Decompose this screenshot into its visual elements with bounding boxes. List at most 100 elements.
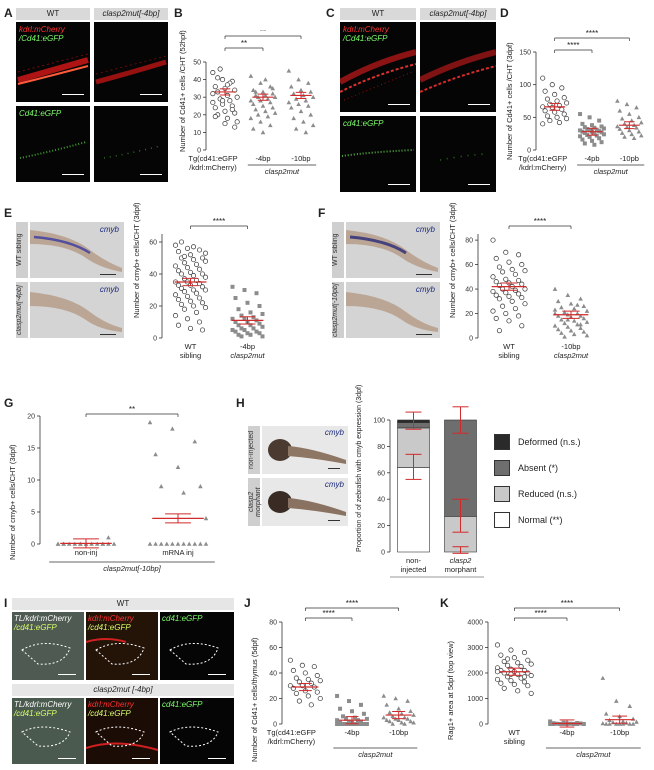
panel-h-tag-bot: cmyb (324, 480, 344, 489)
data-point (153, 452, 158, 457)
legend-label: Normal (**) (518, 515, 563, 525)
data-point (305, 693, 311, 699)
data-point (253, 89, 259, 94)
data-point (190, 287, 197, 293)
data-point (181, 306, 188, 312)
y-tick-label: 50 (193, 60, 201, 67)
data-point (587, 128, 592, 133)
sig-label: **** (561, 600, 573, 608)
y-tick-label: 80 (465, 238, 473, 245)
data-point (317, 678, 323, 684)
data-point (255, 112, 261, 117)
data-point (239, 313, 244, 318)
data-point (493, 279, 499, 285)
data-point (199, 255, 206, 261)
panel-f-ish-wt: cmyb (346, 222, 440, 278)
data-point (258, 80, 263, 85)
y-tick-label: 0 (469, 336, 473, 343)
data-point (301, 119, 306, 124)
panel-i-col2-label1: kdrl:mCherry (88, 700, 134, 709)
data-point (521, 674, 527, 680)
data-point (172, 242, 179, 248)
y-tick-label: 40 (149, 272, 157, 279)
data-point (390, 721, 395, 726)
y-tick-label: 20 (465, 311, 473, 318)
panel-h-ylabel: Proportion of of zebrafish with cmyb exp… (356, 384, 363, 552)
data-point (411, 712, 416, 717)
data-point (638, 133, 644, 138)
data-point (548, 719, 553, 724)
scale-bar (140, 94, 162, 95)
panel-g-ylabel: Number of cmyb+ cells/CHT (3dpf) (8, 444, 17, 560)
data-point (590, 123, 594, 128)
x-tick-label: clasp2 (450, 556, 473, 565)
thymus-image (86, 726, 158, 751)
data-point (347, 699, 352, 704)
data-point (568, 328, 574, 333)
data-point (290, 667, 296, 674)
data-point (187, 325, 194, 331)
data-point (516, 252, 522, 258)
data-point (224, 82, 230, 88)
sig-label: **** (213, 217, 225, 226)
data-point (265, 114, 271, 119)
data-point (186, 541, 192, 546)
data-point (629, 131, 635, 137)
data-point (599, 130, 604, 135)
data-point (303, 98, 309, 103)
data-point (215, 75, 221, 81)
data-point (250, 126, 256, 131)
sig-label: **** (534, 217, 546, 226)
data-point (496, 264, 502, 270)
scale-bar (58, 674, 76, 675)
data-point (384, 717, 390, 722)
data-point (597, 118, 602, 123)
scale-bar (140, 174, 162, 175)
data-point (192, 439, 198, 444)
y-tick-label: 40 (269, 671, 277, 678)
y-tick-label: 0 (381, 550, 385, 557)
data-point (288, 84, 294, 89)
data-point (493, 255, 499, 262)
data-point (559, 106, 565, 113)
panel-f-ish-mut: cmyb (346, 282, 440, 338)
data-point (267, 84, 273, 89)
x-tick-label: /kdrl:mCherry) (519, 163, 567, 172)
data-point (603, 721, 609, 726)
data-point (580, 137, 585, 142)
vessel-image (420, 49, 496, 93)
data-point (584, 333, 590, 338)
data-point (296, 698, 302, 704)
panel-h-ish-top: cmyb (262, 426, 348, 474)
panel-e-ish-mut: cmyb (30, 282, 124, 338)
panel-i-mut-green: cd41:eGFP (160, 698, 234, 764)
data-point (175, 322, 182, 328)
embryo-image (346, 230, 438, 272)
x-tick-label: WT (508, 728, 520, 737)
data-point (260, 89, 266, 94)
data-point (229, 106, 235, 113)
data-point (299, 662, 305, 668)
x-tick-label: injected (401, 565, 427, 574)
vessel-image (17, 53, 89, 85)
data-point (341, 714, 346, 719)
x-tick-label: clasp2mut (230, 351, 265, 360)
x-tick-label: -10bp (561, 342, 580, 351)
scale-bar (416, 274, 432, 275)
data-point (511, 655, 517, 661)
data-point (153, 541, 158, 546)
data-point (565, 317, 571, 322)
data-point (393, 696, 398, 701)
data-point (193, 290, 200, 296)
data-point (181, 490, 186, 495)
data-point (505, 656, 511, 662)
sig-label: **** (586, 30, 598, 38)
y-tick-label: 20 (269, 696, 277, 703)
x-tick-label: /kdrl:mCherry) (189, 163, 237, 172)
data-point (521, 650, 527, 656)
panel-a-green-label: Cd41:eGFP (19, 109, 62, 118)
data-point (347, 719, 352, 724)
panel-c-green-wt: cd41:eGFP (340, 116, 416, 192)
data-point (554, 98, 560, 104)
